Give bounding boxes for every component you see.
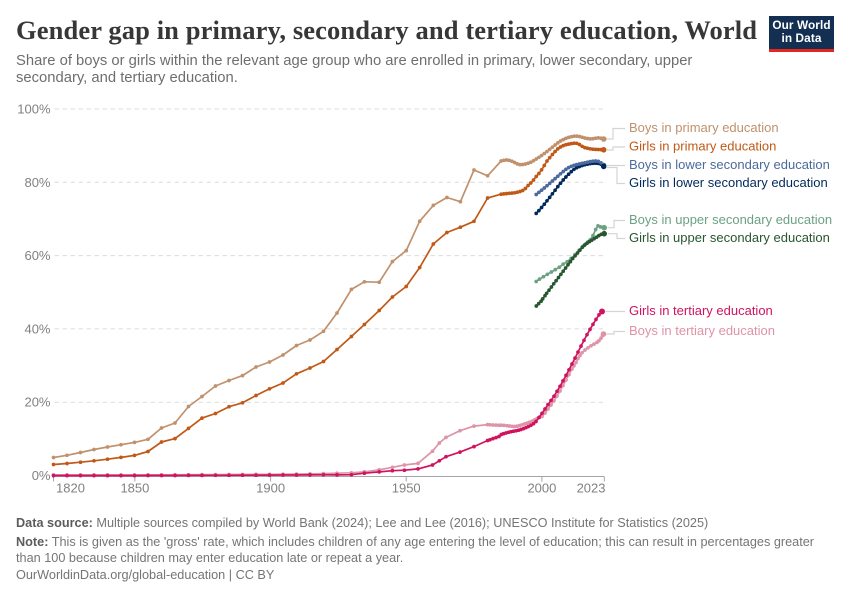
svg-text:Boys in tertiary education: Boys in tertiary education — [629, 323, 775, 338]
svg-text:80%: 80% — [24, 175, 50, 190]
svg-text:Boys in lower secondary educat: Boys in lower secondary education — [629, 157, 830, 172]
svg-text:0%: 0% — [32, 468, 51, 483]
svg-text:2023: 2023 — [577, 481, 606, 496]
svg-text:1820: 1820 — [56, 481, 85, 496]
svg-text:60%: 60% — [24, 248, 50, 263]
svg-text:Girls in primary education: Girls in primary education — [629, 139, 776, 154]
svg-text:Boys in upper secondary educat: Boys in upper secondary education — [629, 212, 832, 227]
svg-text:1900: 1900 — [256, 481, 285, 496]
svg-text:40%: 40% — [24, 321, 50, 336]
svg-text:Girls in upper secondary educa: Girls in upper secondary education — [629, 230, 830, 245]
svg-text:1950: 1950 — [392, 481, 421, 496]
svg-text:1850: 1850 — [120, 481, 149, 496]
svg-text:2000: 2000 — [527, 481, 556, 496]
svg-text:20%: 20% — [24, 395, 50, 410]
svg-text:Girls in tertiary education: Girls in tertiary education — [629, 303, 773, 318]
svg-text:Boys in primary education: Boys in primary education — [629, 120, 779, 135]
svg-text:Girls in lower secondary educa: Girls in lower secondary education — [629, 175, 828, 190]
svg-text:100%: 100% — [17, 102, 51, 117]
